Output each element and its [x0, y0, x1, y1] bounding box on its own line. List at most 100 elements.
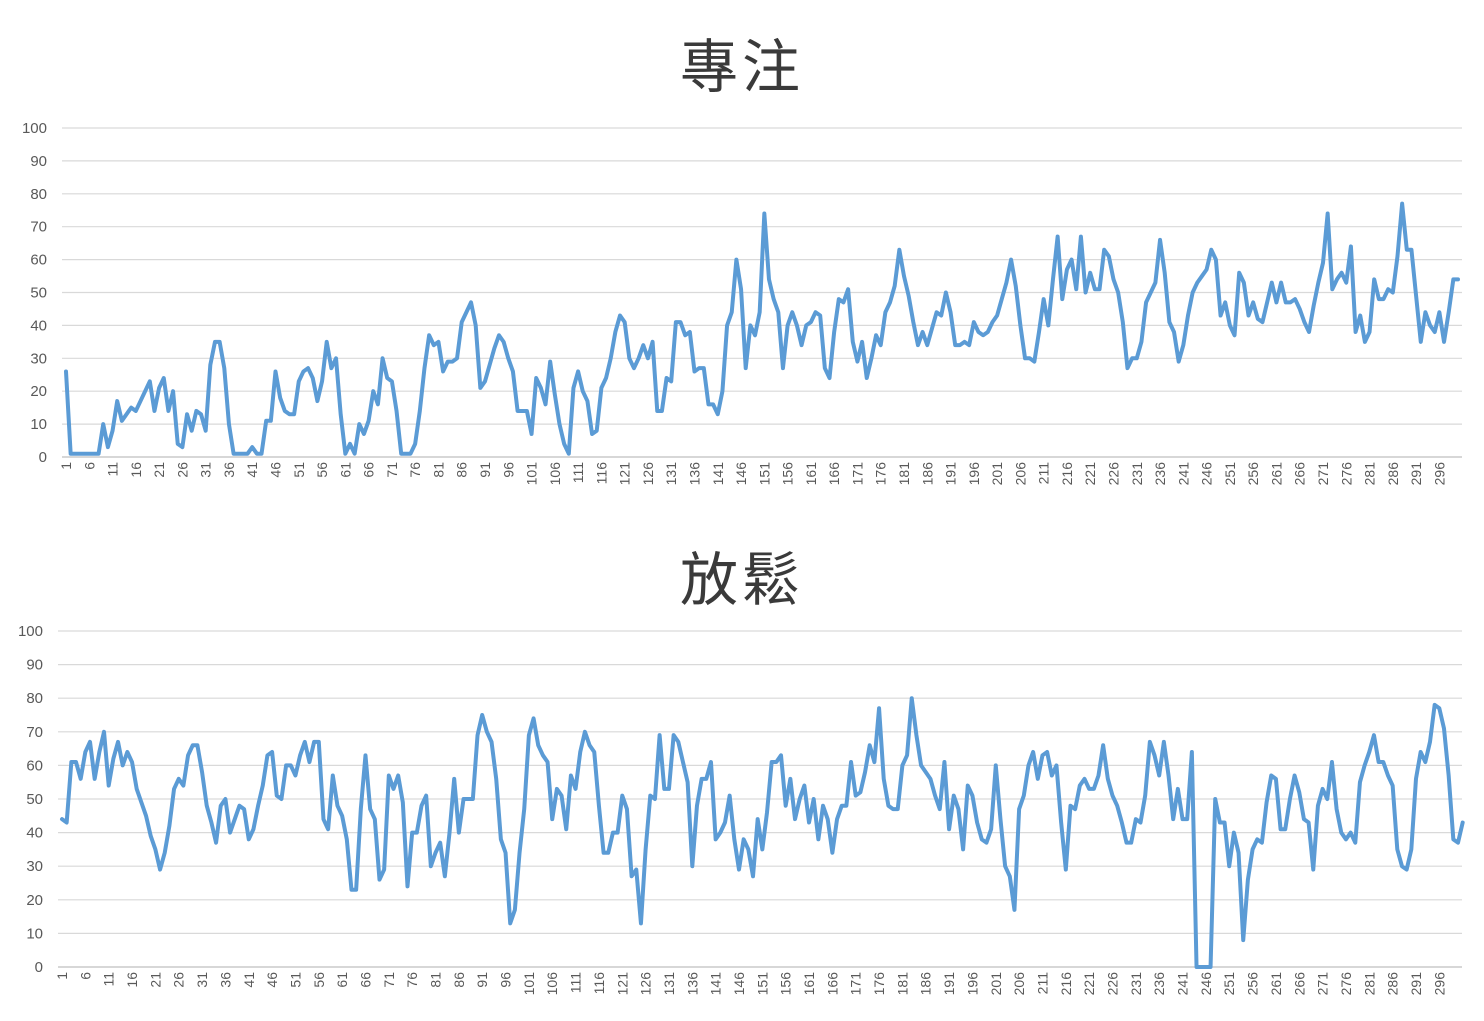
data-point	[614, 331, 616, 333]
x-tick-label: 266	[1292, 462, 1308, 486]
data-point	[406, 885, 408, 887]
x-tick-label: 226	[1105, 972, 1121, 996]
data-point	[1238, 852, 1240, 854]
data-point	[326, 341, 328, 343]
data-point	[354, 453, 356, 455]
data-point	[493, 347, 495, 349]
data-point	[740, 288, 742, 290]
data-point	[423, 367, 425, 369]
data-point	[1149, 741, 1151, 743]
data-point	[1238, 272, 1240, 274]
x-tick-label: 121	[614, 972, 630, 996]
data-point	[1131, 357, 1133, 359]
x-tick-label: 166	[824, 972, 840, 996]
data-point	[1102, 744, 1104, 746]
data-point	[729, 795, 731, 797]
data-point	[654, 798, 656, 800]
data-point	[939, 808, 941, 810]
data-point	[1354, 842, 1356, 844]
data-point	[1457, 278, 1459, 280]
data-point	[565, 828, 567, 830]
x-tick-label: 61	[337, 462, 353, 478]
data-point	[726, 324, 728, 326]
x-tick-label: 261	[1268, 462, 1284, 486]
data-point	[163, 377, 165, 379]
data-point	[533, 717, 535, 719]
data-point	[687, 781, 689, 783]
data-point	[1099, 288, 1101, 290]
data-point	[929, 778, 931, 780]
data-point	[182, 785, 184, 787]
y-tick-label: 70	[26, 724, 43, 741]
data-point	[140, 801, 142, 803]
data-point	[195, 410, 197, 412]
x-tick-label: 36	[221, 462, 237, 478]
data-point	[715, 838, 717, 840]
data-point	[647, 357, 649, 359]
data-point	[670, 380, 672, 382]
data-point	[456, 357, 458, 359]
data-point	[1410, 249, 1412, 251]
data-point	[1051, 774, 1053, 776]
y-tick-label: 80	[30, 186, 47, 203]
data-point	[79, 453, 81, 455]
data-point	[1140, 822, 1142, 824]
data-point	[1024, 357, 1026, 359]
data-point	[1168, 774, 1170, 776]
data-point	[1159, 239, 1161, 241]
data-point	[396, 410, 398, 412]
data-point	[1420, 341, 1422, 343]
data-point	[205, 430, 207, 432]
data-point	[360, 808, 362, 810]
data-point	[822, 805, 824, 807]
data-point	[977, 331, 979, 333]
data-point	[252, 828, 254, 830]
data-point	[509, 922, 511, 924]
x-tick-label: 201	[989, 462, 1005, 486]
data-point	[596, 430, 598, 432]
x-tick-label: 106	[544, 972, 560, 996]
data-point	[789, 778, 791, 780]
y-tick-label: 60	[30, 252, 47, 269]
y-tick-label: 40	[26, 825, 43, 842]
data-point	[139, 400, 141, 402]
x-tick-label: 186	[918, 972, 934, 996]
data-point	[838, 298, 840, 300]
data-point	[294, 774, 296, 776]
data-point	[656, 410, 658, 412]
data-point	[1112, 278, 1114, 280]
data-point	[307, 367, 309, 369]
data-point	[1261, 842, 1263, 844]
data-point	[1401, 203, 1403, 205]
data-point	[1341, 272, 1343, 274]
x-tick-label: 136	[684, 972, 700, 996]
data-point	[1018, 808, 1020, 810]
x-tick-label: 116	[591, 972, 607, 995]
data-point	[1140, 341, 1142, 343]
relax-chart-title: 放鬆	[679, 546, 804, 614]
data-point	[1443, 341, 1445, 343]
data-point	[517, 410, 519, 412]
data-point	[561, 795, 563, 797]
x-tick-label: 16	[124, 972, 140, 988]
data-point	[675, 321, 677, 323]
data-point	[1438, 707, 1440, 709]
data-point	[1378, 298, 1380, 300]
data-point	[481, 714, 483, 716]
data-point	[470, 301, 472, 303]
data-point	[1275, 301, 1277, 303]
data-point	[558, 423, 560, 425]
data-point	[1126, 842, 1128, 844]
x-tick-label: 131	[663, 462, 679, 486]
x-tick-label: 241	[1175, 462, 1191, 486]
data-point	[414, 443, 416, 445]
data-point	[754, 334, 756, 336]
data-point	[705, 778, 707, 780]
data-point	[1345, 282, 1347, 284]
data-point	[591, 433, 593, 435]
data-point	[1093, 788, 1095, 790]
data-point	[1027, 764, 1029, 766]
x-tick-label: 101	[524, 462, 540, 486]
data-point	[1345, 838, 1347, 840]
data-point	[701, 778, 703, 780]
